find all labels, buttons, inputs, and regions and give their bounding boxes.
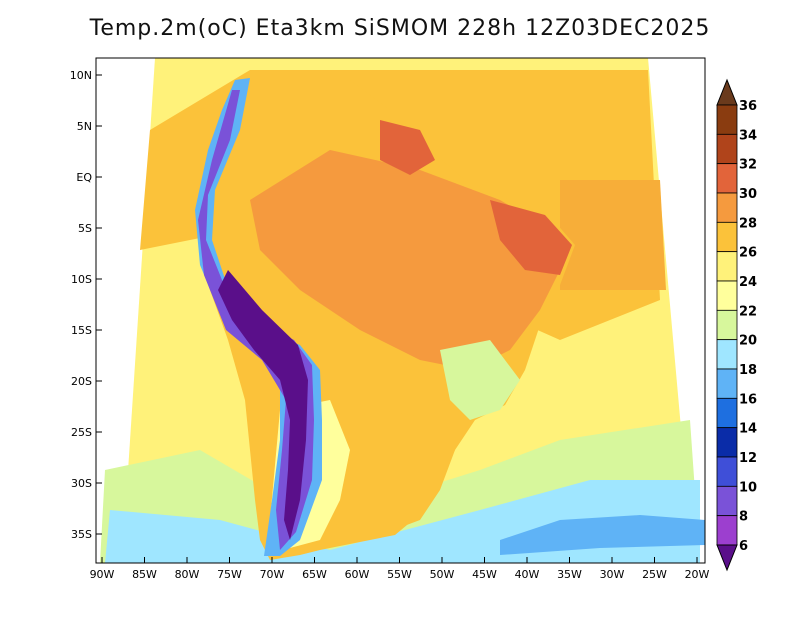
colorbar-label: 6 [739, 539, 748, 554]
lon-tick-label: 80W [175, 568, 200, 581]
colorbar-swatch [716, 163, 738, 194]
colorbar-label: 24 [739, 275, 757, 290]
colorbar: 36 34 32 30 28 26 24 22 20 18 16 14 12 10 8 6 [716, 78, 757, 572]
andes-cold-inner [198, 90, 314, 550]
continent-warm-interior [250, 150, 565, 370]
colorbar-label: 12 [739, 451, 757, 466]
colorbar-bottom-arrow [716, 544, 738, 572]
colorbar-swatch [716, 309, 738, 341]
colorbar-swatch [716, 221, 738, 253]
lon-tick-label: 40W [515, 568, 540, 581]
ocean-warm-east [560, 180, 666, 290]
colorbar-swatch [716, 368, 738, 399]
lon-tick-label: 20W [685, 568, 710, 581]
lat-tick-label: 10S [71, 273, 92, 286]
lat-tick-label: 25S [71, 426, 92, 439]
colorbar-swatch [716, 251, 738, 282]
lon-tick-label: 55W [387, 568, 412, 581]
colorbar-label: 34 [739, 128, 757, 143]
colorbar-label: 8 [739, 510, 748, 525]
lon-tick-label: 60W [345, 568, 370, 581]
lat-tick-label: 10N [70, 69, 92, 82]
colorbar-swatch [716, 485, 738, 517]
colorbar-label: 22 [739, 304, 757, 319]
colorbar-swatch [716, 515, 738, 546]
colorbar-label: 28 [739, 216, 757, 231]
lon-tick-label: 75W [217, 568, 242, 581]
northeast-hot [490, 200, 572, 275]
ocean-colder-south [500, 515, 705, 555]
lon-tick-label: 50W [430, 568, 455, 581]
colorbar-label: 18 [739, 363, 757, 378]
andes-coldest [218, 270, 308, 540]
lat-tick-label: 5S [78, 222, 92, 235]
lat-tick-label: 20S [71, 375, 92, 388]
colorbar-label: 32 [739, 158, 757, 173]
lon-tick-label: 35W [557, 568, 582, 581]
colorbar-top-arrow [716, 78, 738, 106]
lat-tick-label: EQ [76, 171, 92, 184]
colorbar-swatch [716, 397, 738, 429]
lon-tick-label: 30W [600, 568, 625, 581]
southeast-cool [440, 340, 520, 420]
colorbar-swatch [716, 280, 738, 311]
lat-tick-label: 30S [71, 477, 92, 490]
lon-axis: 90W 85W 80W 75W 70W 65W 60W 55W 50W 45W 40W 35W 30W 2… [90, 557, 710, 581]
colorbar-label: 30 [739, 187, 757, 202]
lat-axis: 10N 5N EQ 5S 10S 15S 20S 25S 30S 35S [70, 69, 102, 541]
colorbar-label: 36 [739, 99, 757, 114]
colorbar-label: 14 [739, 422, 757, 437]
colorbar-swatch [716, 192, 738, 223]
lat-tick-label: 35S [71, 528, 92, 541]
interior-hot-spots [380, 120, 435, 175]
colorbar-swatch [716, 104, 738, 135]
colorbar-swatch [716, 133, 738, 165]
lon-tick-label: 70W [260, 568, 285, 581]
colorbar-label: 26 [739, 246, 757, 261]
lon-tick-label: 45W [472, 568, 497, 581]
map-title: Temp.2m(oC) Eta3km SiSMOM 228h 12Z03DEC2… [89, 16, 711, 41]
lon-tick-label: 25W [642, 568, 667, 581]
projection-corner-left [96, 58, 155, 563]
colorbar-swatch [716, 427, 738, 458]
map-frame [95, 57, 706, 564]
map-area [96, 58, 705, 563]
lon-tick-label: 90W [90, 568, 115, 581]
colorbar-label: 20 [739, 334, 757, 349]
lon-tick-label: 85W [132, 568, 157, 581]
lat-tick-label: 5N [77, 120, 92, 133]
colorbar-label: 16 [739, 392, 757, 407]
colorbar-label: 10 [739, 480, 757, 495]
south-cool-land [320, 410, 455, 535]
lon-tick-label: 65W [302, 568, 327, 581]
lat-tick-label: 15S [71, 324, 92, 337]
colorbar-swatch [716, 456, 738, 487]
colorbar-swatch [716, 339, 738, 370]
